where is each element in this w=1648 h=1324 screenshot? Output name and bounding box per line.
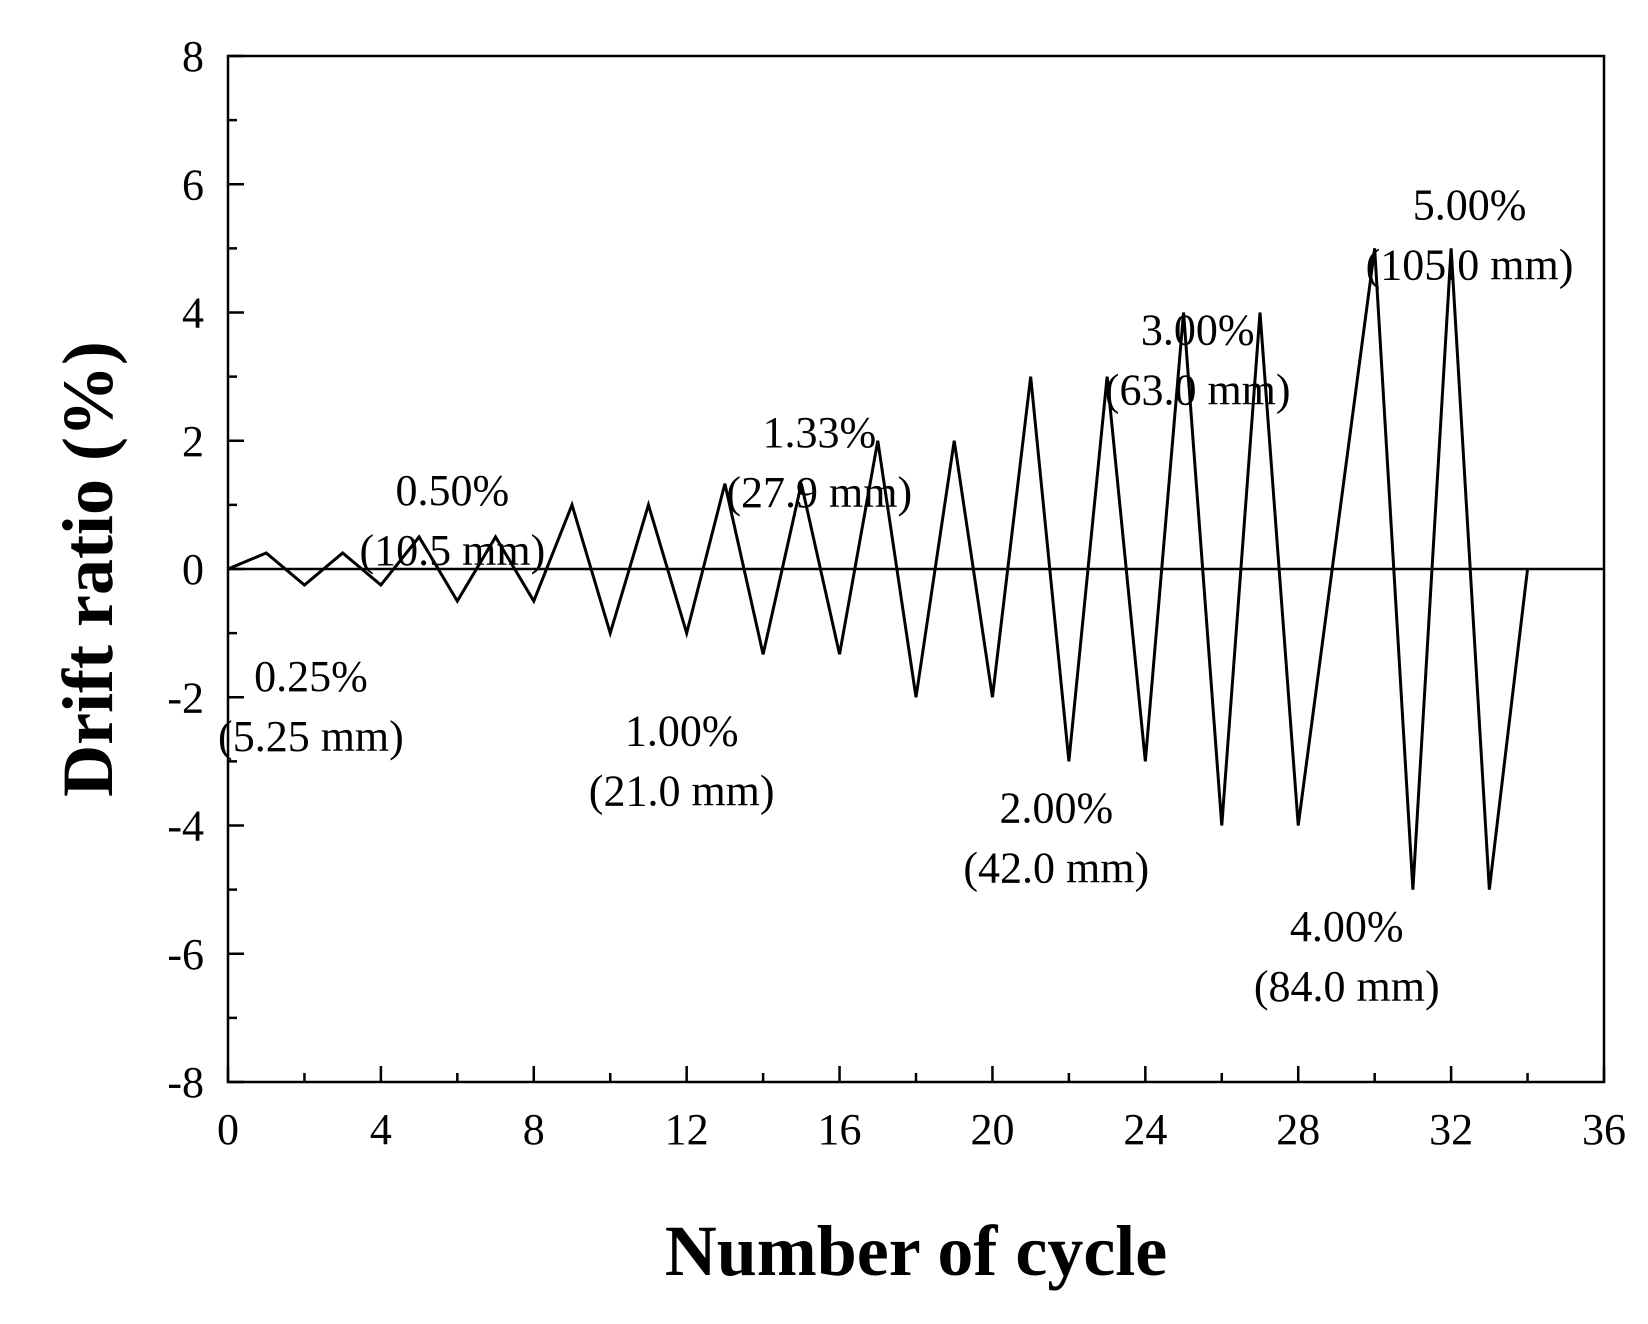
x-tick-label: 36 — [1582, 1105, 1626, 1154]
x-tick-label: 12 — [665, 1105, 709, 1154]
x-tick-label: 4 — [370, 1105, 392, 1154]
annotation-drift: 0.25% — [254, 652, 368, 701]
y-tick-label: -6 — [167, 930, 204, 979]
series-line — [227, 248, 1530, 890]
annotation-drift: 2.00% — [999, 783, 1113, 832]
y-tick-label: 4 — [182, 289, 204, 338]
annotation-drift: 5.00% — [1413, 181, 1527, 230]
annotation-displacement: (105.0 mm) — [1366, 241, 1574, 290]
y-axis-title: Drift ratio (%) — [48, 341, 128, 797]
annotation-a400: (84.0 mm) 4.00% — [1254, 902, 1440, 1011]
x-tick-label: 32 — [1429, 1105, 1473, 1154]
annotation-a300: (63.0 mm) 3.00% — [1105, 306, 1291, 415]
annotation-displacement: (63.0 mm) — [1105, 366, 1291, 415]
annotation-displacement: (27.9 mm) — [726, 468, 912, 517]
annotation-displacement: (21.0 mm) — [589, 766, 775, 815]
annotation-displacement: (10.5 mm) — [359, 526, 545, 575]
y-tick-label: 2 — [182, 417, 204, 466]
y-tick-label: 0 — [182, 545, 204, 594]
annotation-a133: (27.9 mm) 1.33% — [726, 408, 912, 517]
annotation-a100: (21.0 mm) 1.00% — [589, 706, 775, 815]
annotation-displacement: (84.0 mm) — [1254, 962, 1440, 1011]
annotation-drift: 1.33% — [762, 408, 876, 457]
x-tick-label: 20 — [970, 1105, 1014, 1154]
annotation-a200: (42.0 mm) 2.00% — [963, 783, 1149, 892]
annotation-a500: (105.0 mm) 5.00% — [1366, 181, 1574, 290]
x-tick-label: 16 — [818, 1105, 862, 1154]
y-tick-label: -8 — [167, 1058, 204, 1107]
x-axis-title: Number of cycle — [665, 1211, 1168, 1291]
annotation-displacement: (42.0 mm) — [963, 843, 1149, 892]
y-tick-label: 6 — [182, 160, 204, 209]
annotation-displacement: (5.25 mm) — [218, 712, 404, 761]
y-tick-label: -4 — [167, 802, 204, 851]
x-tick-label: 24 — [1123, 1105, 1167, 1154]
annotation-a025: (5.25 mm) 0.25% — [218, 652, 404, 761]
x-tick-label: 0 — [217, 1105, 239, 1154]
annotation-drift: 1.00% — [625, 706, 739, 755]
annotation-drift: 4.00% — [1290, 902, 1404, 951]
y-tick-label: -2 — [167, 673, 204, 722]
annotation-a050: (10.5 mm) 0.50% — [359, 466, 545, 575]
x-tick-label: 8 — [523, 1105, 545, 1154]
x-tick-label: 28 — [1276, 1105, 1320, 1154]
series-layer — [227, 248, 1530, 890]
annotation-drift: 0.50% — [396, 466, 510, 515]
y-tick-label: 8 — [182, 32, 204, 81]
annotations: (5.25 mm) 0.25% (10.5 mm) 0.50% (21.0 mm) 1.0… — [218, 181, 1573, 1011]
annotation-drift: 3.00% — [1141, 306, 1255, 355]
